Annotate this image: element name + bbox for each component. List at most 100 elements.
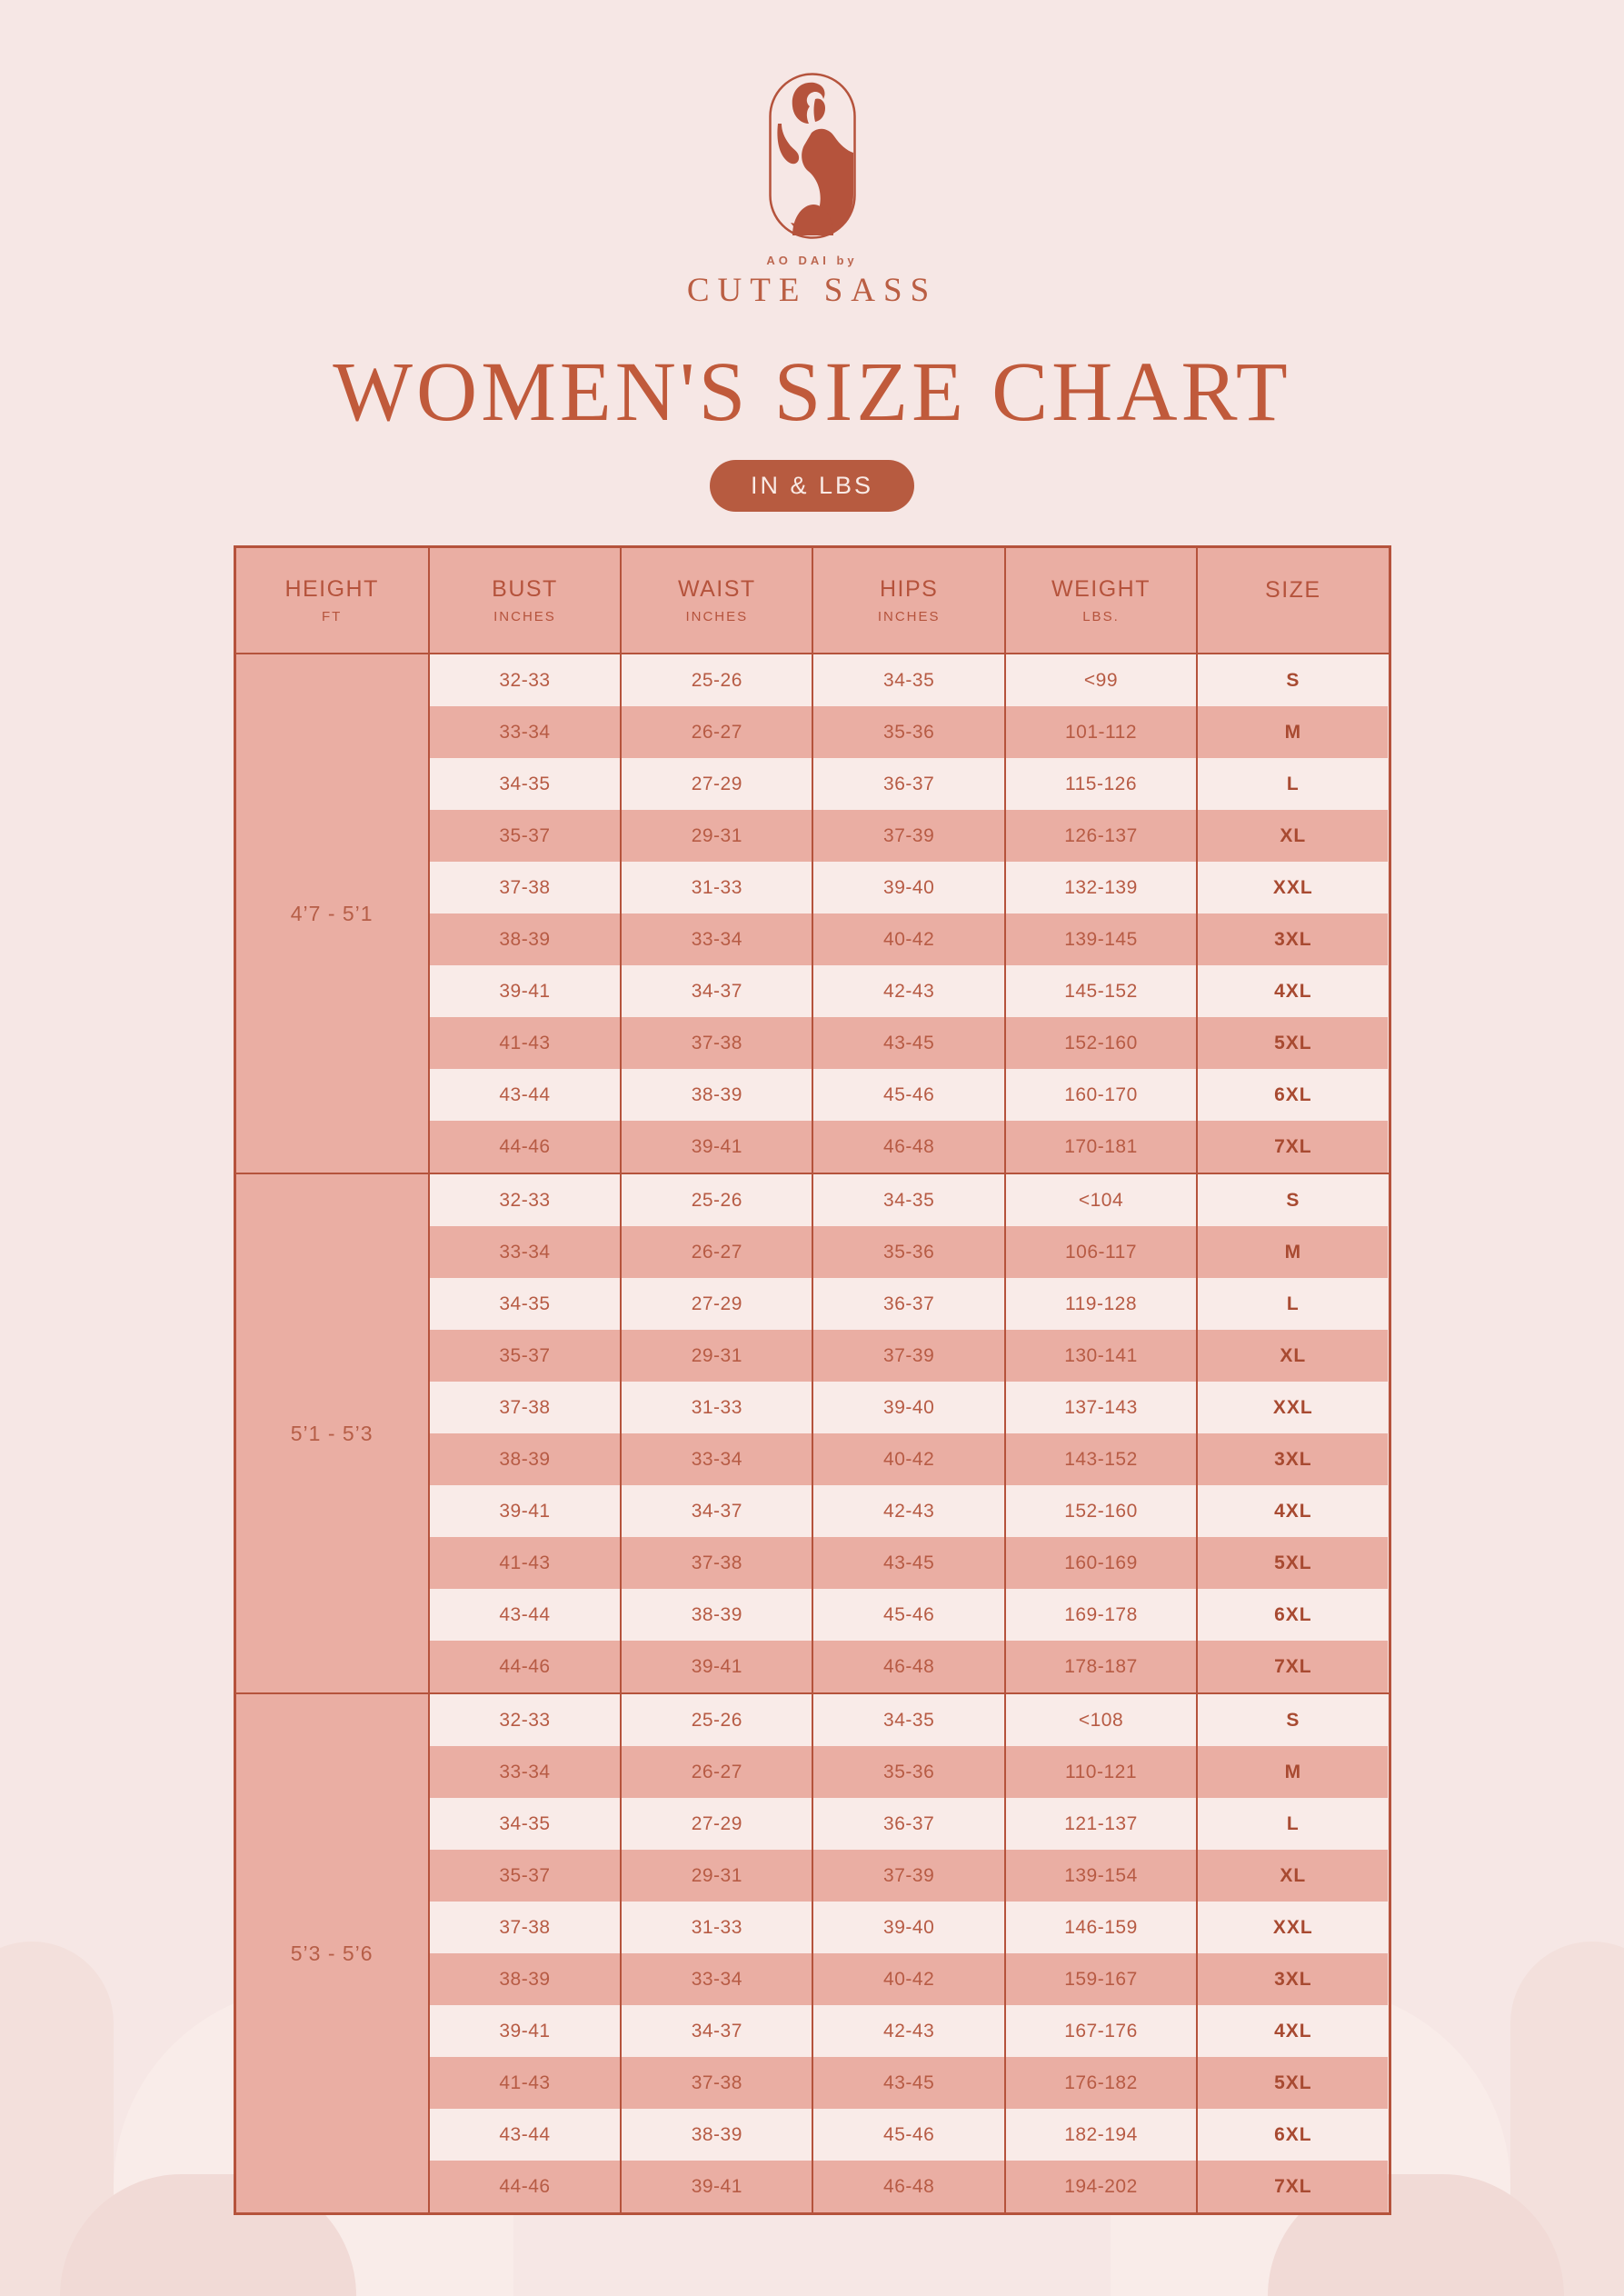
hips-cell: 36-37 xyxy=(812,1278,1004,1330)
size-cell: XXL xyxy=(1196,1902,1389,1953)
size-cell: XXL xyxy=(1196,862,1389,913)
height-range-cell: 4’7 - 5’1 xyxy=(235,654,428,1173)
waist-cell: 25-26 xyxy=(620,1694,812,1746)
size-cell: 3XL xyxy=(1196,1433,1389,1485)
weight-cell: 115-126 xyxy=(1003,758,1197,810)
bust-cell: 35-37 xyxy=(427,1330,621,1382)
column-header-label: WEIGHT xyxy=(1051,576,1151,602)
hips-cell: 45-46 xyxy=(812,1069,1004,1121)
hips-cell: 42-43 xyxy=(812,965,1004,1017)
size-cell: 4XL xyxy=(1196,965,1389,1017)
waist-cell: 27-29 xyxy=(620,1798,812,1850)
hips-cell: 40-42 xyxy=(812,913,1004,965)
waist-cell: 37-38 xyxy=(620,1537,812,1589)
waist-cell: 33-34 xyxy=(620,1433,812,1485)
weight-cell: 146-159 xyxy=(1003,1902,1197,1953)
column-header-waist: WAIST INCHES xyxy=(620,548,812,653)
column-header-unit: INCHES xyxy=(493,609,556,624)
hips-cell: 43-45 xyxy=(812,1537,1004,1589)
weight-cell: 160-170 xyxy=(1003,1069,1197,1121)
height-range-cell: 5’1 - 5’3 xyxy=(235,1174,428,1692)
hips-cell: 43-45 xyxy=(812,2057,1004,2109)
weight-cell: 167-176 xyxy=(1003,2005,1197,2057)
hips-cell: 35-36 xyxy=(812,1226,1004,1278)
weight-cell: 130-141 xyxy=(1003,1330,1197,1382)
bust-cell: 38-39 xyxy=(427,913,621,965)
size-cell: 3XL xyxy=(1196,913,1389,965)
waist-cell: 31-33 xyxy=(620,1382,812,1433)
bust-cell: 43-44 xyxy=(427,1589,621,1641)
hips-cell: 35-36 xyxy=(812,1746,1004,1798)
waist-cell: 33-34 xyxy=(620,1953,812,2005)
bust-cell: 39-41 xyxy=(427,1485,621,1537)
size-cell: M xyxy=(1196,706,1389,758)
bust-cell: 44-46 xyxy=(427,2161,621,2212)
weight-cell: 106-117 xyxy=(1003,1226,1197,1278)
weight-cell: <108 xyxy=(1003,1694,1197,1746)
hips-cell: 34-35 xyxy=(812,1174,1004,1226)
weight-cell: 170-181 xyxy=(1003,1121,1197,1173)
waist-cell: 29-31 xyxy=(620,810,812,862)
hips-cell: 39-40 xyxy=(812,1382,1004,1433)
waist-cell: 31-33 xyxy=(620,1902,812,1953)
hips-cell: 40-42 xyxy=(812,1953,1004,2005)
size-cell: 7XL xyxy=(1196,2161,1389,2212)
page-title: WOMEN'S SIZE CHART xyxy=(333,345,1291,439)
hips-cell: 36-37 xyxy=(812,758,1004,810)
size-cell: S xyxy=(1196,654,1389,706)
waist-cell: 26-27 xyxy=(620,1746,812,1798)
column-header-unit: LBS. xyxy=(1082,609,1120,624)
size-cell: S xyxy=(1196,1694,1389,1746)
bust-cell: 39-41 xyxy=(427,965,621,1017)
bust-cell: 41-43 xyxy=(427,2057,621,2109)
bust-cell: 43-44 xyxy=(427,1069,621,1121)
hips-cell: 46-48 xyxy=(812,1121,1004,1173)
column-header-unit: FT xyxy=(322,609,343,624)
units-badge: IN & LBS xyxy=(709,460,915,512)
weight-cell: 152-160 xyxy=(1003,1485,1197,1537)
hips-cell: 43-45 xyxy=(812,1017,1004,1069)
size-cell: S xyxy=(1196,1174,1389,1226)
column-header-height: HEIGHT FT xyxy=(236,548,428,653)
hips-cell: 46-48 xyxy=(812,1641,1004,1692)
hips-cell: 37-39 xyxy=(812,810,1004,862)
bust-cell: 37-38 xyxy=(427,862,621,913)
bust-cell: 32-33 xyxy=(427,1174,621,1226)
bust-cell: 34-35 xyxy=(427,758,621,810)
waist-cell: 34-37 xyxy=(620,1485,812,1537)
woman-figure-icon xyxy=(776,82,853,235)
bust-cell: 41-43 xyxy=(427,1537,621,1589)
column-header-hips: HIPS INCHES xyxy=(812,548,1003,653)
weight-cell: 119-128 xyxy=(1003,1278,1197,1330)
hips-cell: 39-40 xyxy=(812,862,1004,913)
waist-cell: 29-31 xyxy=(620,1330,812,1382)
hips-cell: 37-39 xyxy=(812,1850,1004,1902)
weight-cell: <99 xyxy=(1003,654,1197,706)
waist-cell: 37-38 xyxy=(620,1017,812,1069)
weight-cell: 110-121 xyxy=(1003,1746,1197,1798)
hips-cell: 45-46 xyxy=(812,1589,1004,1641)
size-cell: L xyxy=(1196,758,1389,810)
waist-cell: 31-33 xyxy=(620,862,812,913)
size-cell: 7XL xyxy=(1196,1641,1389,1692)
bust-cell: 35-37 xyxy=(427,810,621,862)
bust-cell: 44-46 xyxy=(427,1641,621,1692)
weight-cell: <104 xyxy=(1003,1174,1197,1226)
size-cell: 3XL xyxy=(1196,1953,1389,2005)
bust-cell: 32-33 xyxy=(427,654,621,706)
hips-cell: 39-40 xyxy=(812,1902,1004,1953)
bust-cell: 38-39 xyxy=(427,1433,621,1485)
size-group-1: 4’7 - 5’1 32-33 25-26 34-35 <99 S 33- xyxy=(235,654,1389,1173)
bust-cell: 33-34 xyxy=(427,706,621,758)
hips-cell: 34-35 xyxy=(812,654,1004,706)
waist-cell: 33-34 xyxy=(620,913,812,965)
bust-cell: 33-34 xyxy=(427,1746,621,1798)
weight-cell: 139-154 xyxy=(1003,1850,1197,1902)
column-header-label: SIZE xyxy=(1265,577,1321,603)
weight-cell: 178-187 xyxy=(1003,1641,1197,1692)
size-cell: 5XL xyxy=(1196,1537,1389,1589)
bust-cell: 38-39 xyxy=(427,1953,621,2005)
size-group-3: 5’3 - 5’6 32-33 25-26 34-35 <108 S 33 xyxy=(235,1692,1389,2212)
column-header-label: BUST xyxy=(492,576,558,602)
